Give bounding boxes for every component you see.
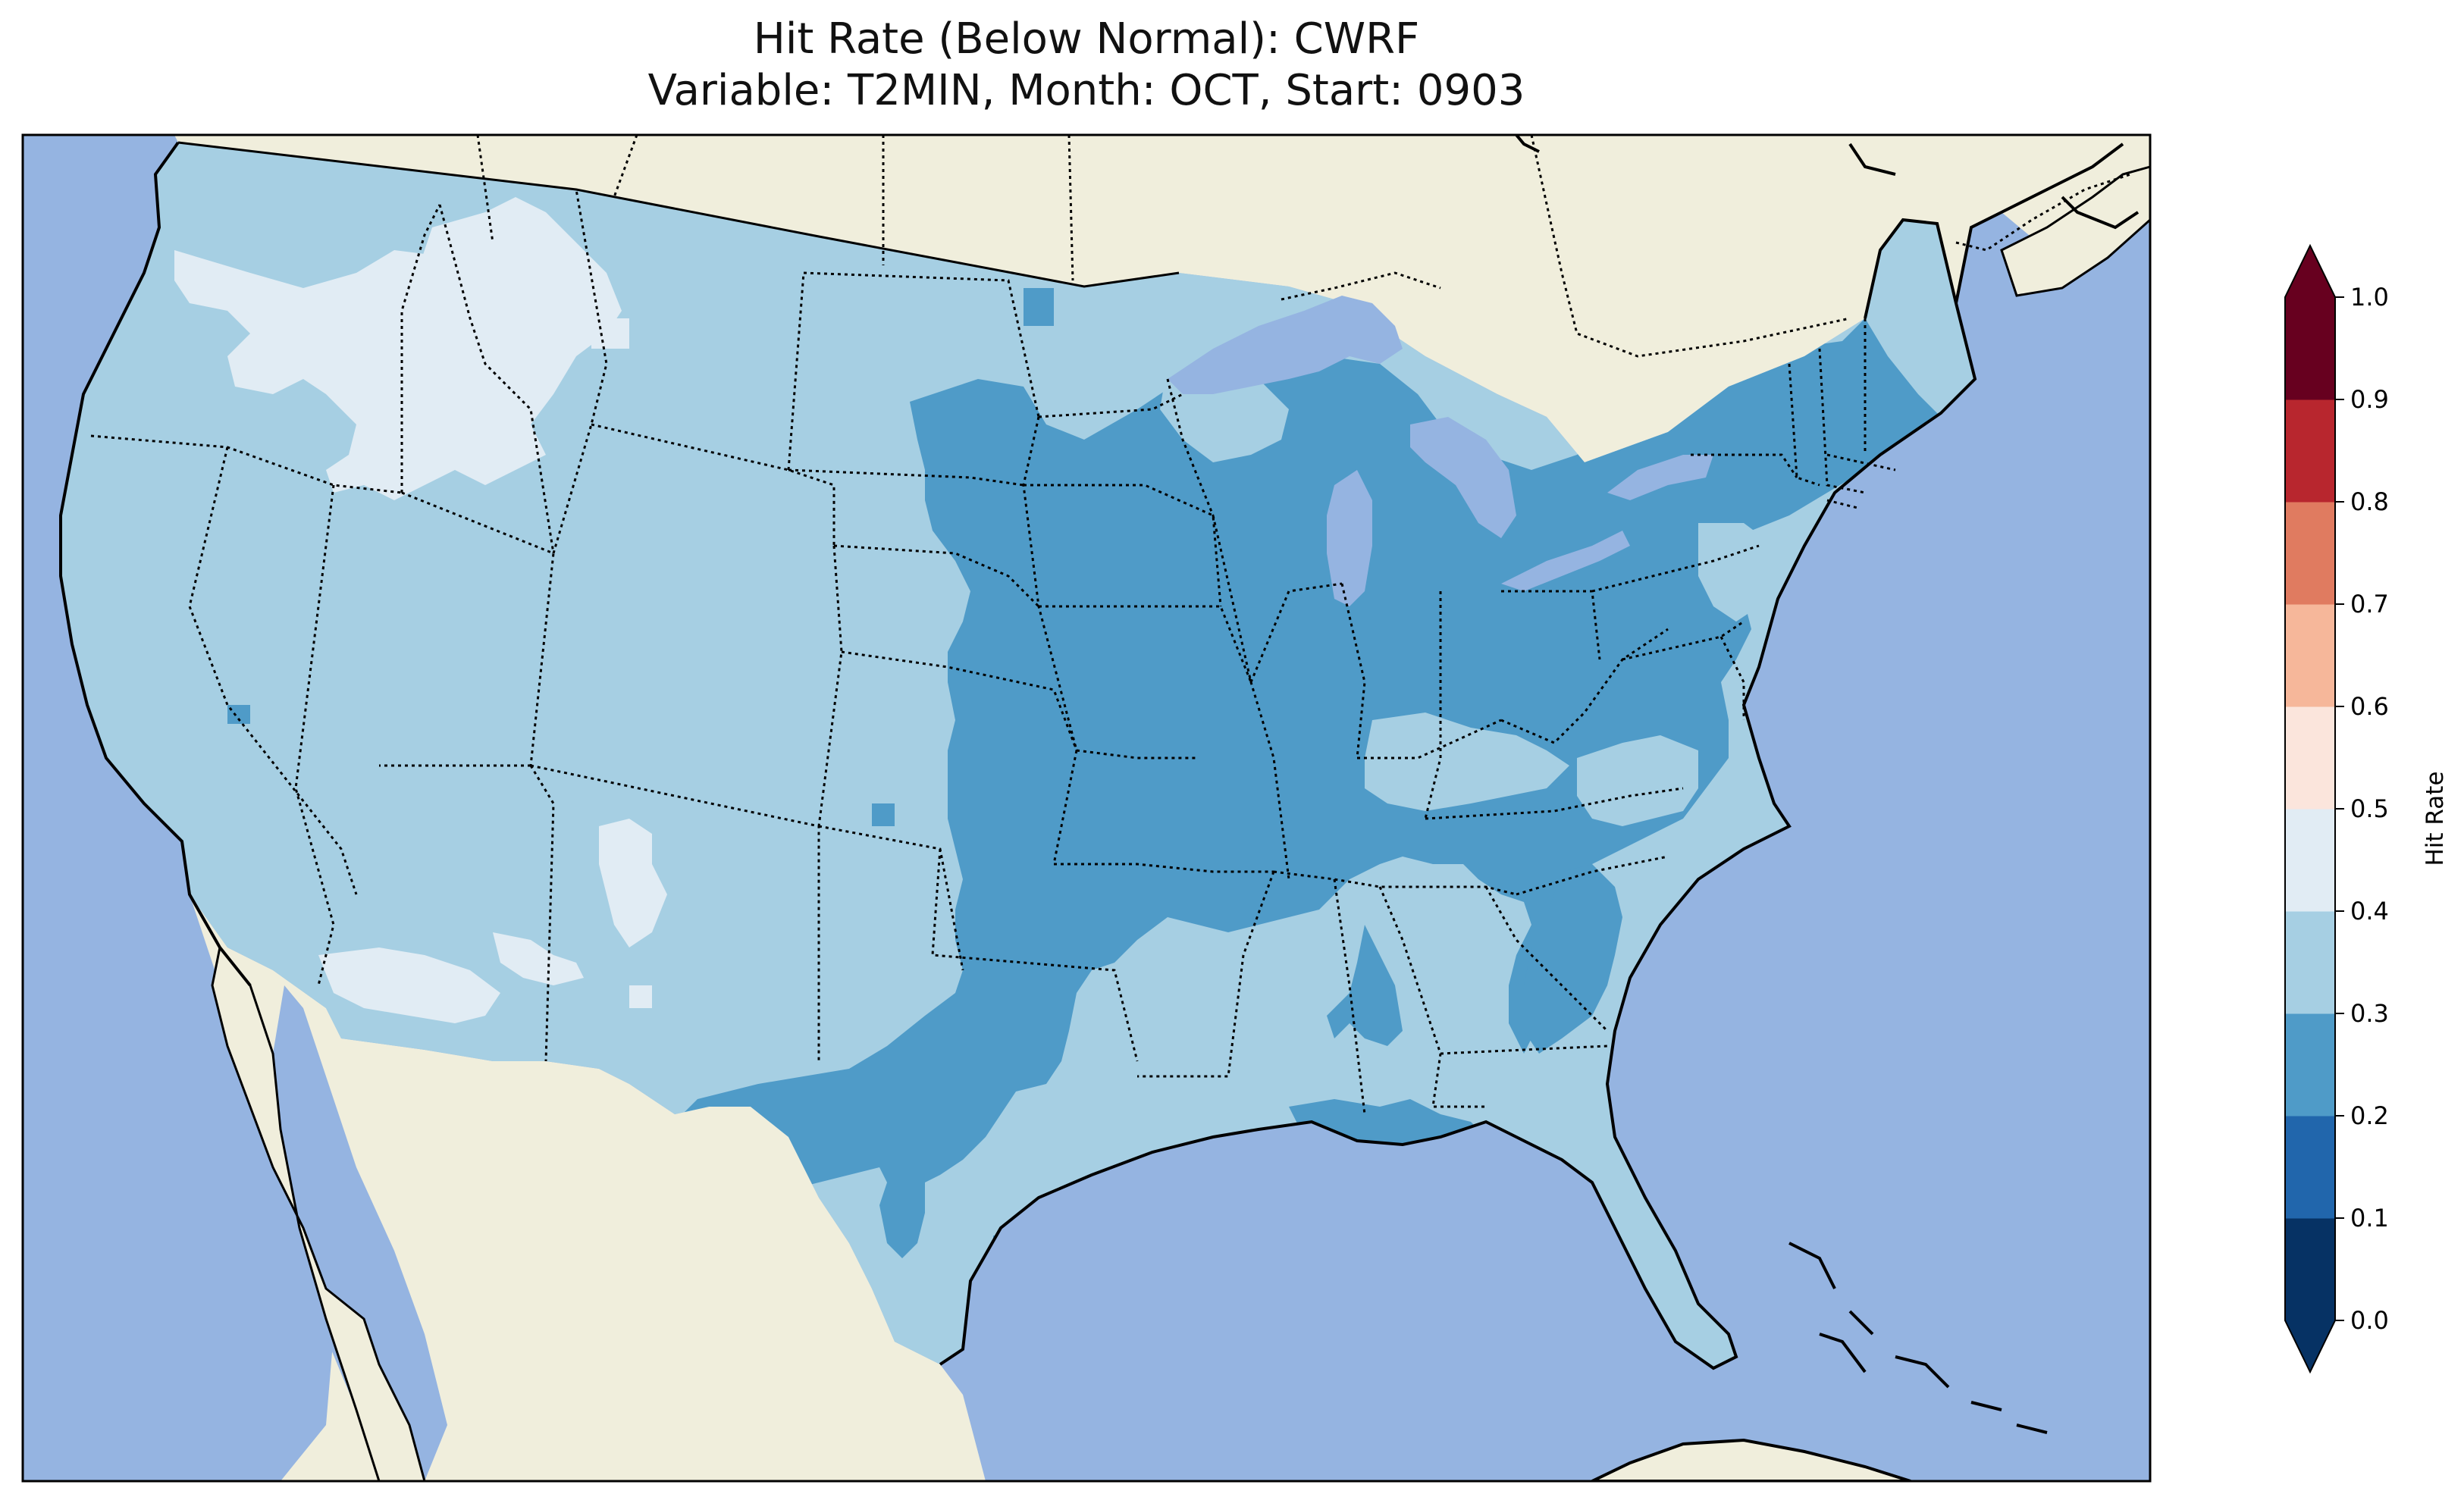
hitrate-patch-socal bbox=[318, 947, 500, 1023]
hitrate-patch-new-mexico bbox=[599, 819, 667, 947]
title-line-1: Hit Rate (Below Normal): CWRF bbox=[753, 14, 1420, 64]
map-frame bbox=[21, 133, 2152, 1483]
colorbar-tick-label: 0.6 bbox=[2350, 692, 2389, 721]
colorbar-bin bbox=[2285, 502, 2335, 605]
colorbar-bin bbox=[2285, 911, 2335, 1014]
colorbar-bin bbox=[2285, 1116, 2335, 1219]
baja-peninsula bbox=[211, 944, 426, 1481]
hitrate-cell bbox=[872, 803, 895, 826]
cuba-land bbox=[1591, 1438, 1911, 1481]
title-line-2: Variable: T2MIN, Month: OCT, Start: 0903 bbox=[647, 66, 1525, 115]
hitrate-patch-nj bbox=[1698, 523, 1782, 622]
hitrate-patch-idaho bbox=[417, 197, 622, 440]
colorbar-bin bbox=[2285, 1013, 2335, 1117]
gulf-of-california bbox=[273, 985, 447, 1481]
lake-superior bbox=[1168, 296, 1403, 394]
chart-title: Hit Rate (Below Normal): CWRF Variable: … bbox=[21, 14, 2152, 117]
colorbar-tick-label: 0.9 bbox=[2350, 385, 2389, 414]
colorbar-tick-label: 0.2 bbox=[2350, 1101, 2389, 1130]
lake-huron bbox=[1410, 417, 1516, 538]
colorbar-extend-min bbox=[2285, 1320, 2335, 1372]
colorbar-bin bbox=[2285, 297, 2335, 400]
hitrate-patch-alabama bbox=[1327, 925, 1403, 1046]
colorbar-tick-label: 0.7 bbox=[2350, 590, 2389, 619]
lake-ontario bbox=[1607, 455, 1713, 500]
hitrate-patch-virginia bbox=[1577, 735, 1698, 826]
colorbar-tick-label: 0.0 bbox=[2350, 1306, 2389, 1335]
colorbar-tick-label: 1.0 bbox=[2350, 283, 2389, 312]
hitrate-cell bbox=[1024, 288, 1054, 326]
colorbar-tick-label: 0.4 bbox=[2350, 897, 2389, 926]
hitrate-patch-central bbox=[667, 318, 1948, 1258]
colorbar-bin bbox=[2285, 604, 2335, 707]
hitrate-patch-az-nm bbox=[493, 932, 584, 985]
colorbar-label: Hit Rate bbox=[2422, 771, 2449, 866]
lake-michigan bbox=[1327, 470, 1372, 606]
colorbar-bin bbox=[2285, 399, 2335, 503]
bahamas-islands bbox=[1788, 1242, 2048, 1434]
coastlines bbox=[59, 135, 2140, 1370]
province-borders bbox=[476, 135, 2131, 358]
nova-scotia-land bbox=[2000, 165, 2150, 297]
hitrate-cell bbox=[629, 985, 652, 1008]
great-lakes bbox=[1168, 296, 1713, 606]
colorbar-bin bbox=[2285, 1218, 2335, 1321]
colorbar-bin bbox=[2285, 706, 2335, 810]
canada-land bbox=[23, 135, 2150, 462]
colorbar-tick-label: 0.1 bbox=[2350, 1204, 2389, 1232]
hitrate-patch-southeast bbox=[1524, 864, 1622, 1054]
colorbar-tick-label: 0.8 bbox=[2350, 487, 2389, 516]
colorbar-tick-label: 0.3 bbox=[2350, 999, 2389, 1028]
colorbar-bin bbox=[2285, 809, 2335, 912]
us-canada-border bbox=[177, 141, 1180, 288]
colorbar-extend-max bbox=[2285, 246, 2335, 297]
state-borders bbox=[90, 189, 1896, 1115]
hitrate-patch-kentucky bbox=[1365, 713, 1569, 811]
colorbar-tick-label: 0.5 bbox=[2350, 794, 2389, 823]
hitrate-patch-nc bbox=[1622, 849, 1713, 932]
hitrate-cell bbox=[591, 318, 629, 349]
lake-erie bbox=[1501, 531, 1630, 591]
